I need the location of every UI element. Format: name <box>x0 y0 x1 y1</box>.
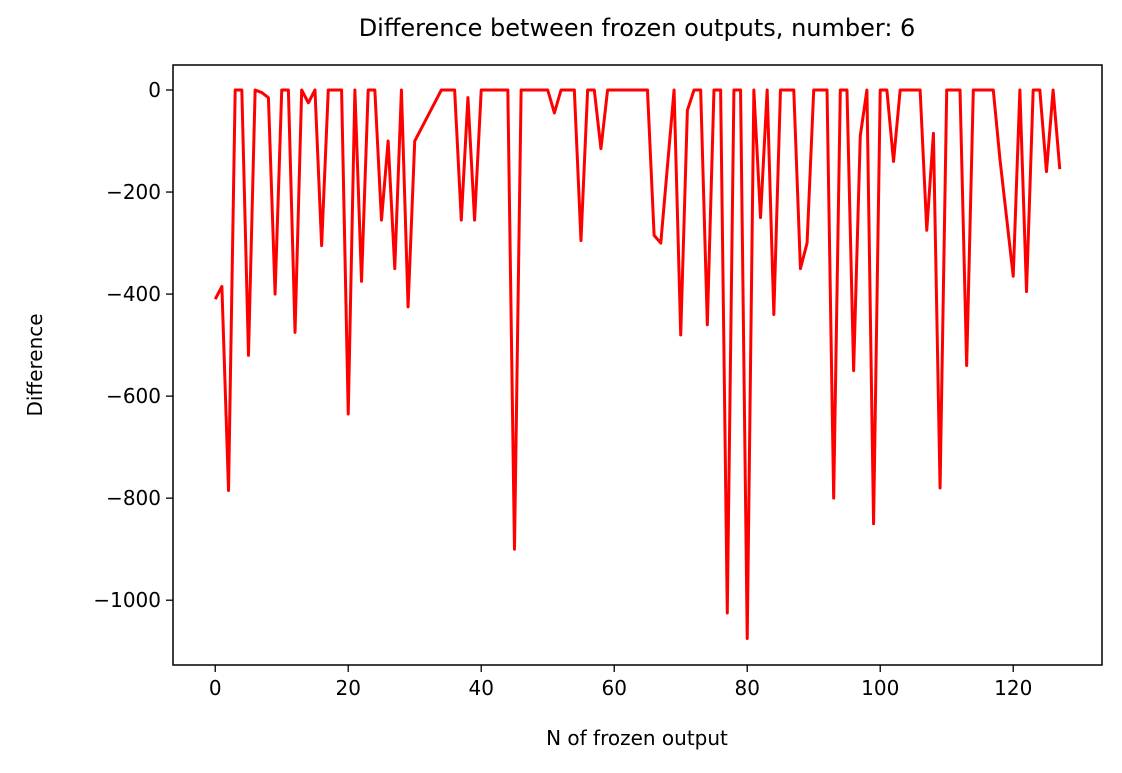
x-tick-label: 100 <box>861 676 899 700</box>
axes-frame <box>172 64 1103 666</box>
x-tick-label: 20 <box>336 676 361 700</box>
x-tick-label: 80 <box>734 676 759 700</box>
y-axis-label: Difference <box>23 313 47 416</box>
y-tick-label: −200 <box>106 180 161 204</box>
y-tick-label: 0 <box>148 78 161 102</box>
x-tick-label: 120 <box>994 676 1032 700</box>
chart-title: Difference between frozen outputs, numbe… <box>359 14 916 42</box>
y-tick-label: −400 <box>106 282 161 306</box>
x-tick-label: 60 <box>601 676 626 700</box>
y-tick-label: −600 <box>106 384 161 408</box>
x-tick-label: 40 <box>468 676 493 700</box>
x-axis-label: N of frozen output <box>546 726 728 750</box>
x-tick-label: 0 <box>209 676 222 700</box>
data-line <box>213 88 1062 640</box>
y-tick-label: −800 <box>106 486 161 510</box>
y-tick-label: −1000 <box>93 588 161 612</box>
